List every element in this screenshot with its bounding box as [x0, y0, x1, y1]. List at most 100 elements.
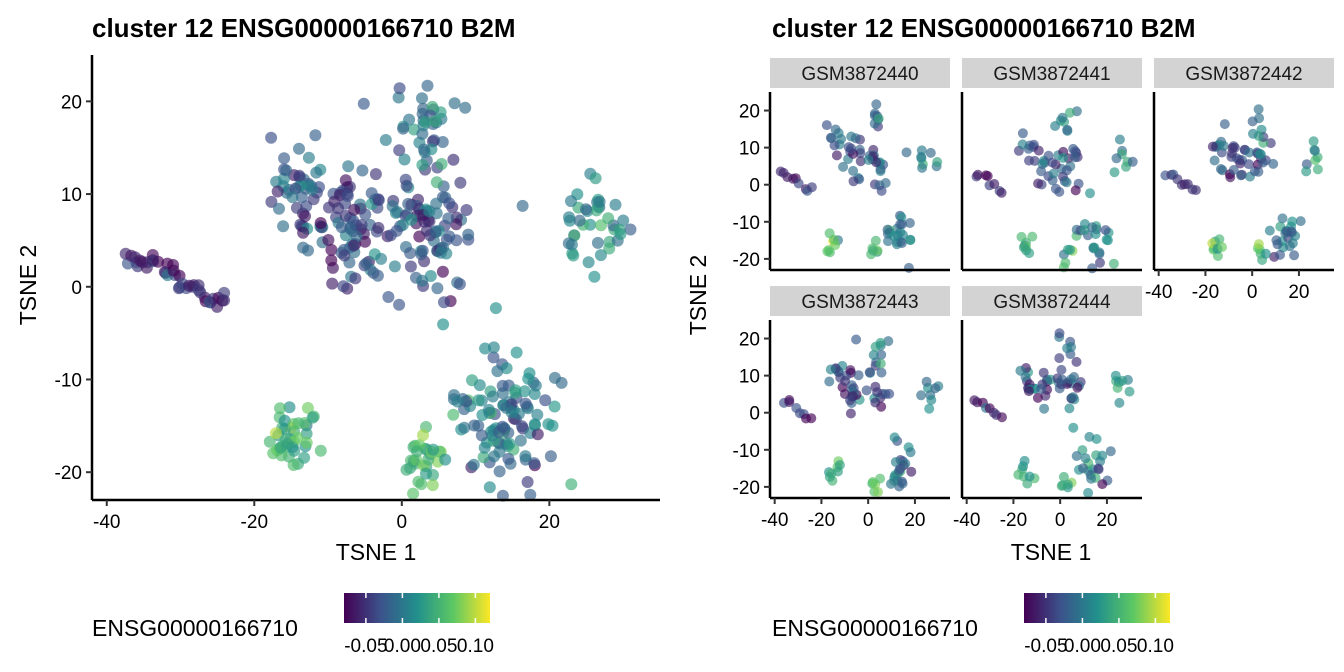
- facet-point: [1105, 446, 1116, 457]
- main-point: [326, 277, 339, 290]
- main-point: [337, 280, 350, 293]
- facet-point: [932, 157, 943, 167]
- facet-point: [1058, 152, 1069, 163]
- main-point: [338, 249, 351, 262]
- main-point: [301, 402, 314, 414]
- main-point: [426, 479, 439, 492]
- facet-point: [1111, 153, 1122, 164]
- main-point: [300, 200, 313, 213]
- main-point: [431, 282, 444, 295]
- main-point: [519, 450, 532, 463]
- main-point: [434, 246, 447, 259]
- main-point: [439, 453, 452, 466]
- facet-point: [840, 376, 851, 386]
- facet-point: [883, 236, 893, 247]
- main-point: [393, 82, 406, 95]
- facet-x-tick-label: 20: [904, 510, 925, 531]
- facet-y-tick-label: 20: [739, 330, 760, 351]
- facet-y-tick-label: 10: [739, 367, 760, 388]
- facet-point: [1027, 231, 1038, 242]
- main-point: [416, 92, 428, 105]
- right-x-axis-title: TSNE 1: [1011, 539, 1092, 565]
- main-point: [287, 418, 300, 430]
- facet-point: [1065, 244, 1076, 255]
- facet-point: [1301, 159, 1312, 170]
- facet-point: [916, 390, 927, 401]
- facet-point: [1062, 343, 1073, 354]
- facet-point: [1057, 112, 1068, 123]
- facet-point: [838, 161, 849, 172]
- main-point: [314, 444, 327, 457]
- main-point: [412, 475, 425, 488]
- facet-point: [1295, 216, 1306, 227]
- facet-point: [1124, 386, 1135, 397]
- main-point: [421, 79, 434, 92]
- main-point: [503, 437, 516, 450]
- main-point: [398, 153, 411, 166]
- main-point: [339, 209, 352, 222]
- main-point: [603, 242, 616, 255]
- main-point: [460, 204, 473, 216]
- facet-point: [1087, 222, 1098, 233]
- facet-point: [1033, 178, 1044, 189]
- main-point: [593, 195, 606, 208]
- main-point: [273, 202, 285, 215]
- facet-point: [1057, 480, 1068, 491]
- main-point: [400, 179, 413, 192]
- facet-point: [1054, 353, 1065, 364]
- main-point: [302, 151, 315, 164]
- facet-point: [1212, 251, 1223, 261]
- facet-point: [1097, 450, 1108, 461]
- main-point: [466, 374, 478, 387]
- facet-point: [871, 157, 882, 168]
- main-point: [580, 203, 592, 216]
- main-point: [438, 296, 450, 309]
- right-legend-title: ENSG00000166710: [772, 615, 978, 641]
- facet-point: [1108, 258, 1119, 269]
- main-point: [493, 445, 506, 458]
- facet-point: [1018, 461, 1029, 472]
- main-point: [429, 115, 441, 128]
- facet-point: [825, 247, 835, 258]
- main-point: [591, 236, 604, 249]
- facet-point: [1247, 116, 1258, 127]
- facet-point: [1097, 479, 1108, 490]
- facet-point: [868, 245, 878, 256]
- main-point: [531, 408, 544, 421]
- facet-point: [1253, 239, 1264, 250]
- facet-point: [1083, 487, 1094, 498]
- facet-point: [1253, 104, 1264, 115]
- main-point: [516, 420, 528, 433]
- main-point: [429, 225, 442, 238]
- facet-point: [1018, 242, 1029, 253]
- facet-point: [845, 408, 856, 419]
- facet-strip: [962, 58, 1142, 88]
- facet-point: [1047, 157, 1058, 168]
- facet-point: [868, 350, 879, 360]
- facet-point: [1309, 145, 1320, 156]
- facet-point: [821, 120, 832, 131]
- facet-point: [1093, 463, 1104, 474]
- main-point: [447, 408, 460, 421]
- facet-x-tick-label: 20: [1288, 282, 1309, 303]
- main-point: [283, 401, 296, 414]
- facet-point: [886, 478, 896, 489]
- facet-point: [876, 185, 887, 196]
- main-point: [519, 397, 532, 410]
- main-point: [493, 465, 506, 478]
- facet-point: [905, 447, 916, 458]
- facet-point: [876, 367, 887, 378]
- main-point: [419, 116, 432, 128]
- main-point: [565, 238, 578, 251]
- main-point: [291, 431, 304, 444]
- main-point: [417, 429, 429, 442]
- main-point: [518, 385, 531, 398]
- main-point: [468, 419, 481, 432]
- left-chart-title: cluster 12 ENSG00000166710 B2M: [92, 13, 516, 43]
- main-point: [341, 190, 354, 202]
- facet-point: [1272, 239, 1283, 250]
- facet-y-tick-label: -20: [733, 478, 760, 499]
- facet-point: [1255, 149, 1266, 160]
- main-point: [356, 164, 369, 177]
